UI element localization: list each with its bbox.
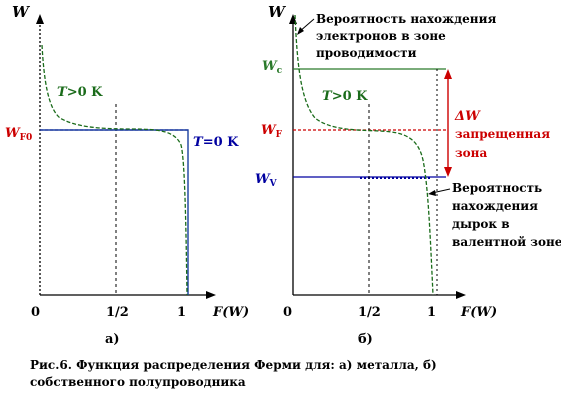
left-panel: W WF0 T>0 K T=0 K 0 1/2 1 F(W) а) <box>5 3 249 347</box>
left-fermi-symbol: W <box>5 126 21 141</box>
right-valence-subscript: V <box>269 179 278 189</box>
right-holes-note-line-1: Вероятность <box>452 181 542 195</box>
right-tick-0: 0 <box>283 305 292 320</box>
figure-caption: Рис.6. Функция распределения Ферми для: … <box>30 358 437 389</box>
right-tick-half: 1/2 <box>358 305 381 320</box>
right-fermi-label: WF <box>261 123 283 140</box>
left-temp-hot-rest: >0 K <box>67 85 103 100</box>
right-conduction-label: Wc <box>262 59 283 76</box>
right-fermi-curve <box>294 14 434 296</box>
right-tick-1: 1 <box>427 305 436 320</box>
left-temp-hot-T: T <box>57 85 68 100</box>
right-temp-hot-T: T <box>322 89 333 104</box>
right-gap-note: запрещенная зона <box>455 127 554 160</box>
right-electrons-note-line-3: проводимости <box>316 46 417 60</box>
right-holes-note-line-4: валентной зоне <box>452 235 561 249</box>
left-fermi-curve <box>41 44 188 296</box>
left-t0-step-line <box>40 129 189 295</box>
left-temp-zero-label: T=0 K <box>193 135 239 150</box>
right-fermi-subscript: F <box>276 130 283 140</box>
left-fermi-label: WF0 <box>5 126 32 143</box>
right-electrons-pointer-head <box>297 27 304 35</box>
right-gap-symbol: ΔW <box>454 109 481 124</box>
right-panel-label: б) <box>358 332 373 347</box>
right-x-axis-label: F(W) <box>460 305 497 320</box>
left-y-axis-arrow <box>36 14 44 24</box>
right-holes-note-line-2: нахождения <box>452 199 538 213</box>
left-fermi-subscript: F0 <box>20 133 33 143</box>
right-holes-note-line-3: дырок в <box>452 217 510 231</box>
right-conduction-symbol: W <box>262 59 278 74</box>
right-gap-arrowhead-up <box>444 69 452 79</box>
left-y-axis-label: W <box>12 3 31 21</box>
right-valence-symbol: W <box>255 172 271 187</box>
right-electrons-note: Вероятность нахождения электронов в зоне… <box>316 12 501 60</box>
left-tick-0: 0 <box>31 305 40 320</box>
right-electrons-note-line-2: электронов в зоне <box>316 29 446 43</box>
right-gap-note-line-1: запрещенная <box>455 127 550 141</box>
left-temp-zero-rest: =0 K <box>203 135 239 150</box>
left-tick-half: 1/2 <box>106 305 129 320</box>
right-electrons-note-line-1: Вероятность нахождения <box>316 12 496 26</box>
left-temp-hot-label: T>0 K <box>57 85 103 100</box>
right-fermi-symbol: W <box>261 123 277 138</box>
right-temp-hot-label: T>0 K <box>322 89 368 104</box>
left-x-axis-arrow <box>206 291 216 299</box>
right-holes-note: Вероятность нахождения дырок в валентной… <box>452 181 561 249</box>
right-temp-hot-rest: >0 K <box>332 89 368 104</box>
right-conduction-subscript: c <box>277 66 283 76</box>
left-temp-zero-T: T <box>193 135 204 150</box>
right-gap-note-line-2: зона <box>455 146 487 160</box>
right-valence-label: WV <box>255 172 278 189</box>
right-x-axis-arrow <box>456 291 466 299</box>
left-x-axis-label: F(W) <box>212 305 249 320</box>
left-tick-1: 1 <box>177 305 186 320</box>
right-holes-pointer-head <box>428 190 436 196</box>
right-panel: W Wc WF WV T>0 K Вероятность нахождения … <box>255 3 561 347</box>
left-panel-label: а) <box>105 332 120 347</box>
right-gap-arrowhead-down <box>444 167 452 177</box>
right-y-axis-label: W <box>268 3 287 21</box>
